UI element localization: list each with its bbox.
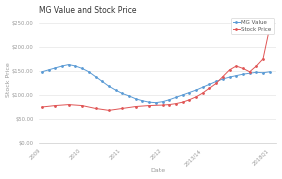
MG Value bbox=[181, 94, 184, 96]
MG Value bbox=[174, 96, 178, 98]
Stock Price bbox=[40, 106, 44, 108]
X-axis label: Date: Date bbox=[150, 168, 165, 173]
Stock Price bbox=[174, 103, 178, 105]
MG Value bbox=[248, 72, 251, 74]
Legend: MG Value, Stock Price: MG Value, Stock Price bbox=[231, 18, 274, 34]
MG Value bbox=[188, 91, 191, 94]
MG Value bbox=[221, 78, 224, 80]
Stock Price bbox=[221, 76, 224, 78]
MG Value bbox=[94, 76, 97, 78]
Line: MG Value: MG Value bbox=[41, 64, 270, 103]
Stock Price bbox=[268, 26, 272, 28]
Stock Price bbox=[107, 109, 111, 112]
Line: Stock Price: Stock Price bbox=[41, 27, 270, 111]
Stock Price bbox=[255, 65, 258, 67]
MG Value bbox=[74, 65, 77, 67]
MG Value bbox=[60, 65, 64, 67]
Stock Price bbox=[261, 58, 265, 60]
Stock Price bbox=[201, 92, 204, 94]
Stock Price bbox=[147, 105, 151, 107]
MG Value bbox=[241, 73, 244, 75]
Stock Price bbox=[248, 71, 251, 73]
MG Value bbox=[194, 89, 198, 91]
Stock Price bbox=[181, 101, 184, 103]
MG Value bbox=[67, 64, 70, 66]
MG Value bbox=[228, 76, 231, 78]
Text: MG Value and Stock Price: MG Value and Stock Price bbox=[39, 6, 136, 14]
MG Value bbox=[268, 71, 272, 73]
MG Value bbox=[114, 89, 117, 91]
Stock Price bbox=[94, 107, 97, 110]
Stock Price bbox=[208, 87, 211, 89]
Stock Price bbox=[168, 103, 171, 106]
Stock Price bbox=[161, 104, 164, 106]
MG Value bbox=[154, 102, 158, 104]
MG Value bbox=[87, 71, 91, 73]
MG Value bbox=[141, 100, 144, 102]
MG Value bbox=[161, 101, 164, 103]
MG Value bbox=[255, 71, 258, 73]
MG Value bbox=[100, 80, 104, 83]
MG Value bbox=[208, 83, 211, 85]
Stock Price bbox=[121, 107, 124, 110]
MG Value bbox=[127, 95, 131, 97]
MG Value bbox=[121, 92, 124, 95]
Stock Price bbox=[194, 96, 198, 98]
MG Value bbox=[40, 71, 44, 73]
Stock Price bbox=[241, 67, 244, 69]
MG Value bbox=[147, 101, 151, 103]
MG Value bbox=[134, 98, 137, 100]
Stock Price bbox=[67, 103, 70, 106]
MG Value bbox=[235, 75, 238, 77]
Y-axis label: Stock Price: Stock Price bbox=[6, 62, 10, 97]
Stock Price bbox=[134, 105, 137, 108]
Stock Price bbox=[214, 82, 218, 84]
Stock Price bbox=[228, 69, 231, 71]
MG Value bbox=[168, 99, 171, 101]
Stock Price bbox=[188, 99, 191, 101]
MG Value bbox=[214, 80, 218, 83]
MG Value bbox=[201, 86, 204, 88]
Stock Price bbox=[235, 65, 238, 67]
MG Value bbox=[54, 67, 57, 69]
MG Value bbox=[107, 85, 111, 87]
Stock Price bbox=[80, 105, 84, 107]
MG Value bbox=[47, 69, 50, 71]
Stock Price bbox=[54, 105, 57, 107]
MG Value bbox=[261, 72, 265, 74]
MG Value bbox=[80, 67, 84, 69]
